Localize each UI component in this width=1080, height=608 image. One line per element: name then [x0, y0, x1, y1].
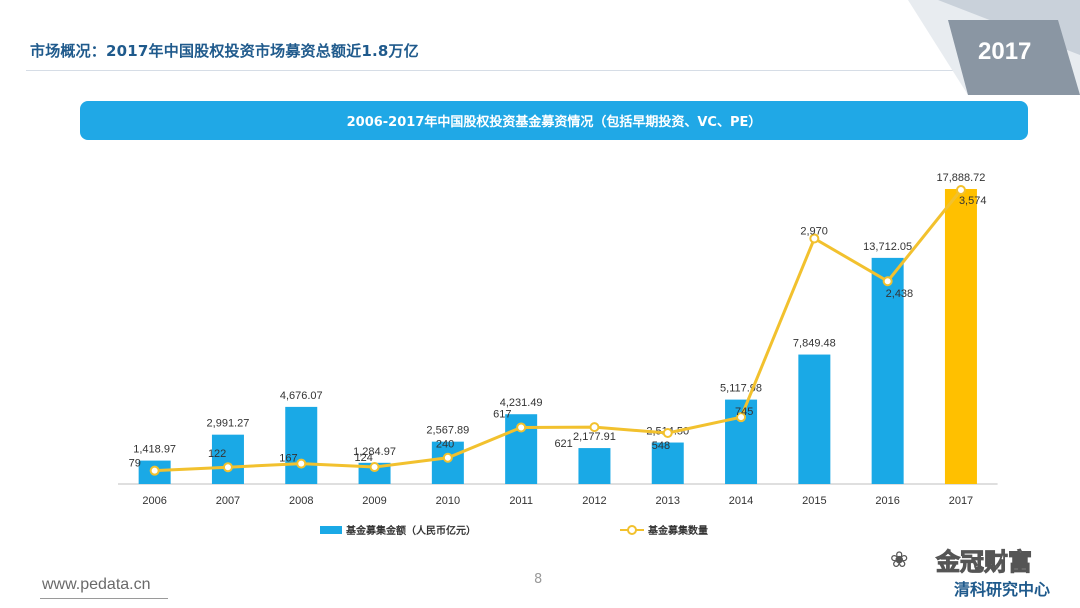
legend-bar-label: 基金募集金额（人民币亿元）	[345, 524, 476, 537]
legend-line-label: 基金募集数量	[647, 524, 708, 537]
bar-2010	[431, 441, 464, 484]
x-tick-2017: 2017	[949, 495, 973, 507]
bar-label-2006: 1,418.97	[133, 444, 176, 456]
wechat-icon: ❀	[890, 548, 909, 573]
count-label-2007: 122	[208, 448, 226, 460]
watermark-brand: 金冠财富	[936, 548, 1033, 577]
bar-label-2010: 2,567.89	[426, 425, 469, 437]
legend-line-marker	[627, 525, 637, 535]
year-tag: 2017	[978, 38, 1032, 65]
bar-label-2015: 7,849.48	[793, 338, 836, 350]
chart-title-banner: 2006-2017年中国股权投资基金募资情况（包括早期投资、VC、PE）	[80, 101, 1028, 140]
bar-label-2012: 2,177.91	[573, 431, 616, 443]
count-label-2010: 240	[436, 439, 454, 451]
x-tick-2007: 2007	[216, 495, 240, 507]
count-label-2008: 167	[279, 453, 297, 465]
x-tick-2015: 2015	[802, 495, 826, 507]
count-point-2011	[516, 422, 527, 433]
watermark: ❀ 金冠财富 清科研究中心	[890, 538, 1080, 608]
count-point-2012	[589, 422, 600, 433]
x-tick-2014: 2014	[729, 495, 753, 507]
count-series-line	[154, 189, 963, 473]
x-tick-2009: 2009	[362, 495, 386, 507]
count-point-2014	[736, 412, 747, 423]
footer-url[interactable]: www.pedata.cn	[42, 576, 151, 593]
count-point-2007	[222, 462, 233, 473]
count-point-2010	[442, 452, 453, 463]
count-label-2006: 79	[129, 458, 141, 470]
bar-label-2011: 4,231.49	[500, 397, 543, 409]
bar-label-2008: 4,676.07	[280, 390, 323, 402]
x-tick-2011: 2011	[509, 495, 533, 507]
bar-label-2007: 2,991.27	[207, 418, 250, 430]
bar-2015	[798, 354, 831, 484]
bar-2016	[871, 257, 904, 484]
count-label-2016: 2,438	[886, 288, 914, 300]
count-point-2013	[662, 427, 673, 438]
x-tick-2013: 2013	[656, 495, 680, 507]
count-label-2014: 745	[735, 406, 753, 418]
count-point-2006	[149, 465, 160, 476]
watermark-source: 清科研究中心	[954, 580, 1051, 599]
x-tick-2008: 2008	[289, 495, 313, 507]
count-label-2011: 617	[493, 408, 511, 420]
chart-title: 2006-2017年中国股权投资基金募资情况（包括早期投资、VC、PE）	[346, 115, 762, 130]
bar-2008	[285, 406, 318, 484]
legend-bar-swatch	[320, 526, 342, 534]
count-label-2013: 548	[652, 440, 670, 452]
bar-2012	[578, 448, 611, 484]
bar-2017	[944, 189, 977, 484]
x-tick-2016: 2016	[875, 495, 899, 507]
bar-label-2016: 13,712.05	[863, 241, 912, 253]
count-point-2015	[809, 233, 820, 244]
count-point-2008	[296, 458, 307, 469]
bar-2007	[211, 434, 244, 484]
x-tick-2012: 2012	[582, 495, 606, 507]
count-point-2009	[369, 462, 380, 473]
count-label-2015: 2,970	[800, 226, 828, 238]
bar-label-2009: 1,284.97	[353, 446, 396, 458]
count-label-2012: 621	[554, 438, 572, 450]
page-title: 市场概况：2017年中国股权投资市场募资总额近1.8万亿	[30, 42, 419, 60]
count-point-2017	[955, 185, 966, 195]
year-tag-decoration	[908, 0, 1080, 95]
page-number: 8	[534, 572, 543, 587]
fundraising-chart: 1,418.97 2006 2,991.27 2007 4,676.07 2008 1,28…	[118, 172, 998, 537]
count-label-2009: 124	[355, 452, 373, 464]
bar-label-2017: 17,888.72	[936, 172, 985, 184]
x-tick-2010: 2010	[436, 495, 460, 507]
x-tick-2006: 2006	[142, 495, 166, 507]
title-divider	[26, 70, 956, 71]
bar-2013	[651, 442, 684, 484]
count-label-2017: 3,574	[959, 195, 987, 207]
footer-divider	[40, 598, 168, 599]
count-point-2016	[882, 276, 893, 287]
